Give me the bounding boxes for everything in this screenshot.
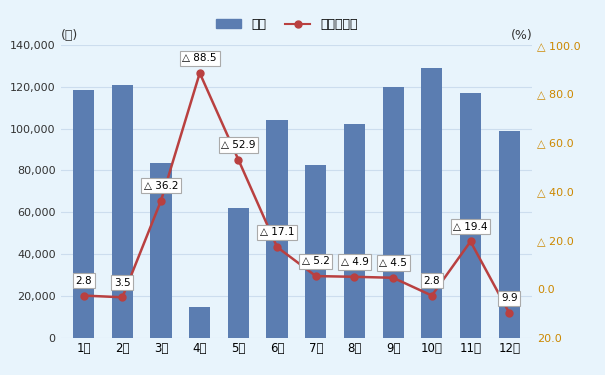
Text: 9.9: 9.9 (501, 293, 517, 303)
Text: △ 5.2: △ 5.2 (302, 256, 330, 266)
Text: △ 19.4: △ 19.4 (453, 222, 488, 232)
Text: △ 4.5: △ 4.5 (379, 258, 407, 268)
Bar (112, 85, 133, 338)
Text: (%): (%) (511, 29, 532, 42)
Bar (344, 124, 365, 338)
Bar (421, 69, 442, 338)
Text: 2.8: 2.8 (76, 276, 92, 286)
Bar (151, 163, 172, 338)
Text: 3.5: 3.5 (114, 278, 131, 288)
Text: 2.8: 2.8 (424, 276, 440, 286)
Bar (382, 87, 404, 338)
Text: △ 36.2: △ 36.2 (144, 181, 178, 191)
Text: △ 4.9: △ 4.9 (341, 257, 368, 267)
Bar (499, 131, 520, 338)
Bar (228, 208, 249, 338)
Bar (73, 90, 94, 338)
Text: △ 52.9: △ 52.9 (221, 140, 256, 150)
Bar (460, 93, 481, 338)
Text: △ 88.5: △ 88.5 (183, 53, 217, 63)
Bar (189, 307, 211, 338)
Bar (266, 120, 288, 338)
Text: △ 17.1: △ 17.1 (260, 227, 295, 237)
Text: (台): (台) (60, 29, 78, 42)
Legend: 台数, 前年同月比: 台数, 前年同月比 (211, 13, 362, 36)
Bar (305, 165, 327, 338)
